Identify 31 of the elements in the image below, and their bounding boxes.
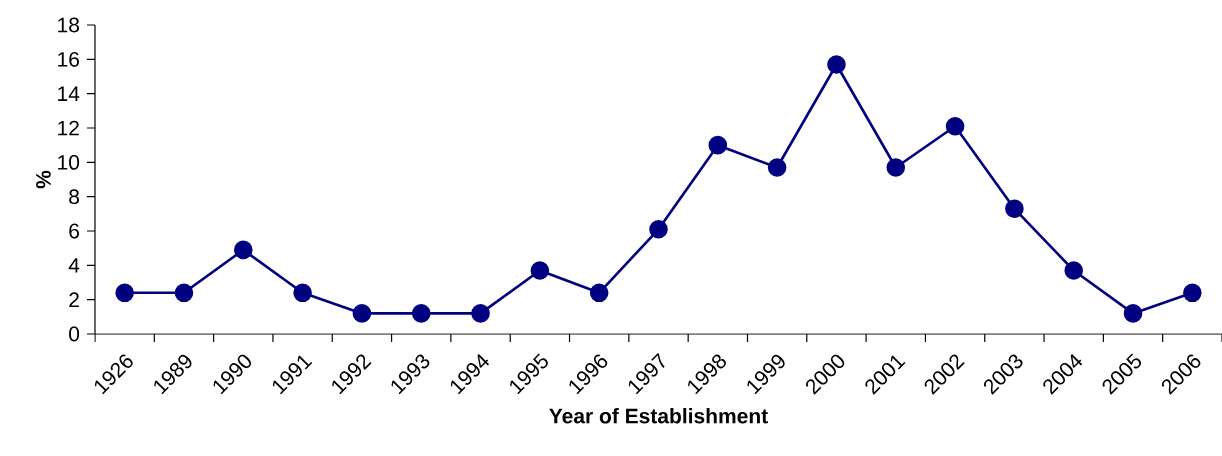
point (708, 135, 728, 155)
y-axis-title: % (36, 170, 51, 189)
y-tick-label: 10 (58, 154, 80, 170)
point (174, 283, 194, 303)
point (1064, 261, 1084, 280)
y-tick-label: 2 (69, 292, 79, 307)
point (471, 304, 490, 323)
y-tick-label: 16 (58, 51, 80, 67)
point (1183, 283, 1202, 303)
point (115, 283, 134, 303)
y-tick-label: 8 (69, 189, 80, 205)
y-tick-label: 14 (58, 86, 80, 101)
point (530, 261, 550, 280)
point (945, 116, 965, 136)
point (589, 283, 609, 303)
point (649, 219, 668, 239)
y-tick-label: 0 (69, 326, 80, 342)
y-tick-label: 6 (69, 223, 80, 239)
point (352, 304, 372, 323)
point (233, 240, 253, 260)
point (1005, 199, 1024, 218)
point (886, 158, 906, 177)
y-tick-label: 12 (58, 120, 79, 136)
point (1123, 304, 1143, 323)
x-axis-title: Year of Establishment (549, 408, 768, 424)
point (293, 283, 312, 303)
y-tick-label: 18 (58, 17, 80, 33)
y-tick-label: 4 (68, 258, 80, 273)
point (827, 55, 846, 74)
point (411, 304, 431, 323)
point (767, 158, 787, 177)
